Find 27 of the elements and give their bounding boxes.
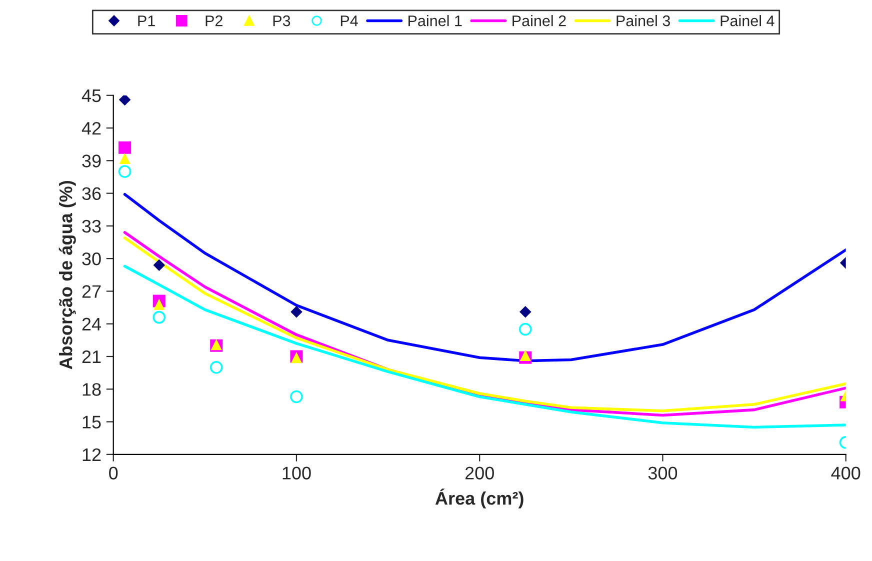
legend-label: P3 <box>273 15 290 26</box>
y-tick-label: 30 <box>82 252 101 266</box>
x-tick-label: 200 <box>465 466 494 480</box>
y-tick-label: 15 <box>82 416 101 428</box>
y-axis-title: Absorção de água (%) <box>58 180 76 370</box>
legend-label: P4 <box>340 16 358 26</box>
x-axis-title: Área (cm²) <box>435 488 524 508</box>
x-tick-label: 0 <box>109 466 118 480</box>
x-tick-label: 400 <box>831 466 860 480</box>
y-tick-label: 24 <box>82 318 102 330</box>
y-tick-label: 21 <box>82 350 101 364</box>
legend-label: P2 <box>206 15 222 26</box>
y-tick-label: 12 <box>82 448 101 461</box>
x-tick-label: 100 <box>282 466 311 480</box>
legend-label: P1 <box>138 16 155 26</box>
y-tick-label: 18 <box>82 383 101 396</box>
x-tick-label: 300 <box>648 466 678 480</box>
legend-label: Painel 3 <box>616 15 670 26</box>
legend-label: Painel 4 <box>720 15 774 26</box>
y-tick-label: 39 <box>82 154 101 168</box>
legend-label: Painel 2 <box>512 15 566 26</box>
y-tick-label: 42 <box>82 122 101 135</box>
legend-label: Painel 1 <box>408 15 462 26</box>
y-tick-label: 27 <box>82 285 101 298</box>
y-tick-label: 45 <box>82 89 101 102</box>
y-tick-label: 33 <box>82 220 101 233</box>
y-tick-label: 36 <box>82 187 101 200</box>
